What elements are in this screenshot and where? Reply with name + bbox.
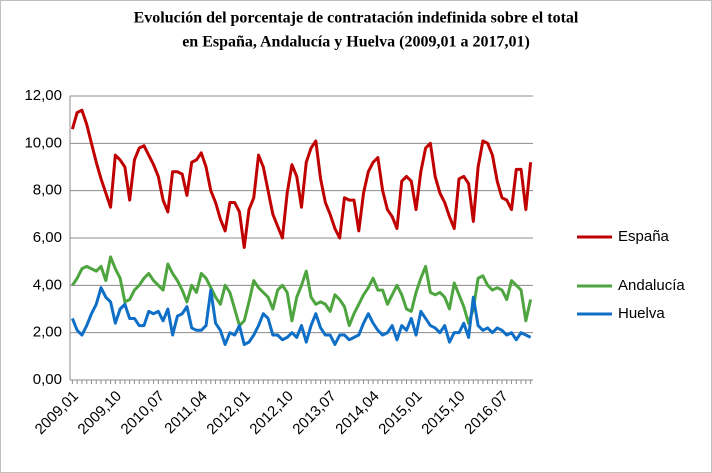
chart-title: en España, Andalucía y Huelva (2009,01 a… [182,34,530,51]
y-tick-label: 0,00 [33,371,62,388]
legend-label: España [618,228,670,245]
series-line [71,255,533,328]
series-line [70,286,532,346]
chart-title: Evolución del porcentaje de contratación… [134,10,579,27]
y-tick-label: 10,00 [24,134,62,151]
y-tick-label: 8,00 [33,182,62,199]
legend-label: Huelva [618,305,665,322]
series-line [70,108,533,249]
y-tick-label: 4,00 [33,276,62,293]
y-tick-label: 2,00 [33,324,62,341]
legend-label: Andalucía [618,277,685,294]
y-tick-label: 12,00 [24,87,62,104]
y-tick-label: 6,00 [33,229,62,246]
